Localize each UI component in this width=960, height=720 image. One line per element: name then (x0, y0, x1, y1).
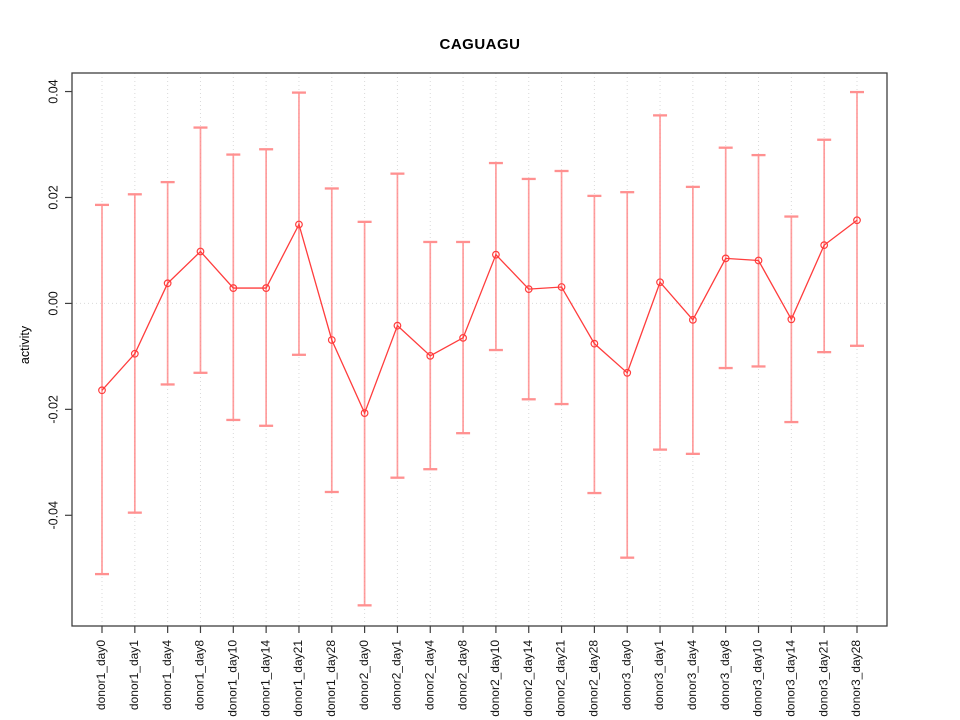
data-point (754, 256, 763, 265)
y-tick-label: 0.02 (46, 185, 60, 209)
y-tick-label: 0.00 (46, 291, 60, 315)
x-tick-label: donor1_day21 (291, 640, 305, 717)
x-tick-label: donor2_day8 (455, 640, 469, 710)
x-tick-label: donor2_day21 (554, 640, 568, 717)
data-point (459, 333, 467, 342)
x-tick-label: donor3_day21 (816, 640, 830, 717)
x-tick-label: donor1_day4 (160, 640, 174, 710)
data-point (656, 278, 664, 287)
data-point (688, 315, 697, 324)
data-point (360, 409, 369, 417)
x-tick-label: donor1_day8 (193, 640, 207, 710)
data-point (853, 216, 861, 225)
data-point (492, 250, 500, 259)
data-point (590, 339, 599, 348)
plot-box (71, 72, 888, 627)
y-tick-label: -0.04 (46, 501, 60, 530)
data-point (820, 241, 829, 250)
data-point (623, 368, 632, 377)
x-tick-label: donor1_day1 (127, 640, 141, 710)
data-point (163, 279, 172, 288)
x-tick-label: donor1_day0 (94, 640, 108, 710)
data-point (524, 285, 533, 294)
y-tick-label: -0.02 (46, 395, 60, 424)
data-point (327, 336, 336, 344)
x-tick-label: donor1_day28 (324, 640, 338, 717)
x-tick-label: donor2_day1 (390, 640, 404, 710)
x-tick-label: donor1_day10 (225, 640, 239, 717)
data-point (98, 386, 106, 395)
x-tick-label: donor3_day8 (718, 640, 732, 710)
data-point (721, 254, 730, 263)
x-tick-label: donor2_day14 (521, 640, 535, 717)
data-point (393, 321, 402, 330)
y-tick-label: 0.04 (46, 79, 60, 103)
data-point (557, 283, 566, 291)
x-tick-label: donor2_day10 (488, 640, 502, 717)
x-tick-label: donor2_day4 (422, 640, 436, 710)
data-point (262, 284, 271, 292)
data-point (130, 349, 139, 358)
data-point (229, 284, 238, 292)
x-tick-label: donor2_day0 (357, 640, 371, 710)
data-point (196, 247, 205, 256)
series-line (101, 219, 858, 415)
x-tick-label: donor3_day4 (685, 640, 699, 710)
data-point (426, 351, 435, 360)
x-tick-label: donor3_day0 (619, 640, 633, 710)
data-point (787, 315, 796, 324)
x-tick-label: donor2_day28 (587, 640, 601, 717)
x-tick-label: donor3_day1 (652, 640, 666, 710)
x-tick-label: donor3_day28 (849, 640, 863, 717)
x-tick-label: donor3_day14 (784, 640, 798, 717)
x-tick-label: donor1_day14 (258, 640, 272, 717)
x-tick-label: donor3_day10 (751, 640, 765, 717)
chart-title: CAGUAGU (439, 36, 521, 53)
data-point (295, 220, 303, 229)
